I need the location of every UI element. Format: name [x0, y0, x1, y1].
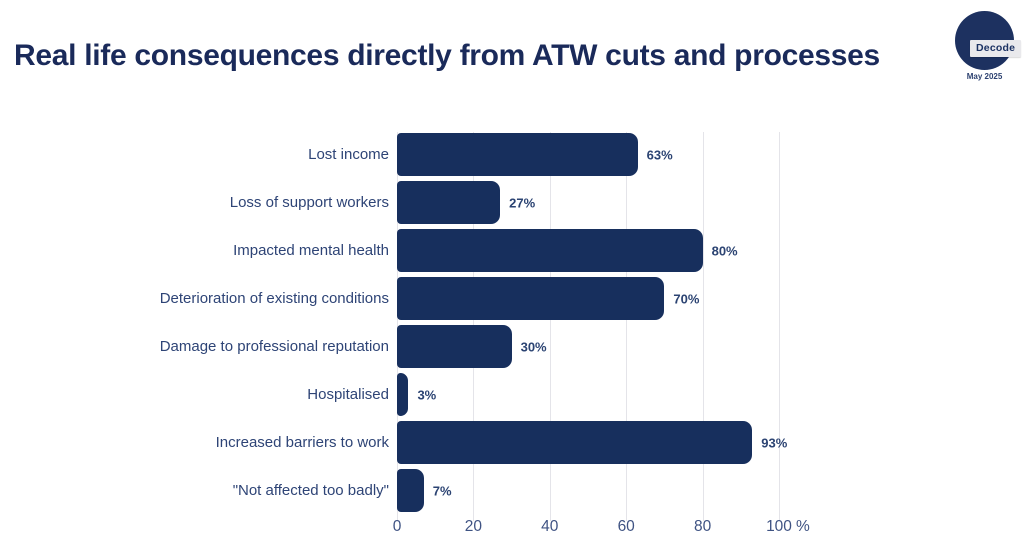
- chart-row: "Not affected too badly" 7%: [0, 469, 1024, 512]
- bar: [397, 469, 424, 512]
- x-tick-label: 0: [392, 518, 402, 535]
- chart-row: Lost income 63%: [0, 133, 1024, 176]
- value-label: 80%: [711, 243, 738, 258]
- value-label: 63%: [646, 147, 673, 162]
- bar-track: 30%: [397, 325, 1024, 368]
- bar-track: 70%: [397, 277, 1024, 320]
- x-tick-label: 80: [693, 518, 712, 535]
- page-title: Real life consequences directly from ATW…: [14, 39, 880, 72]
- gridline: [549, 132, 551, 521]
- bar: [397, 133, 638, 176]
- bar: [397, 229, 703, 272]
- gridline: [779, 132, 780, 521]
- x-tick-label: 20: [464, 518, 483, 535]
- bar-track: 3%: [397, 373, 1024, 416]
- chart-row: Loss of support workers 27%: [0, 181, 1024, 224]
- category-label: Lost income: [308, 146, 389, 163]
- x-axis: 0 20 40 60 80 100%: [0, 518, 1024, 538]
- decode-logo: Decode May 2025: [955, 11, 1022, 83]
- category-label: Hospitalised: [307, 386, 389, 403]
- bar-track: 80%: [397, 229, 1024, 272]
- logo-date: May 2025: [966, 72, 1003, 81]
- x-tick-label: 40: [541, 518, 559, 535]
- category-label: Deterioration of existing conditions: [159, 290, 389, 307]
- gridline: [702, 132, 704, 521]
- bar-rows: Lost income 63% Loss of support workers 27%…: [0, 133, 1024, 517]
- chart-row: Deterioration of existing conditions 70%: [0, 277, 1024, 320]
- x-tick-label: 100: [766, 518, 792, 535]
- bar-track: 27%: [397, 181, 1024, 224]
- x-tick-label: 60: [617, 518, 635, 535]
- value-label: 3%: [417, 387, 437, 402]
- bar: [397, 277, 665, 320]
- logo-wordmark: Decode: [970, 40, 1022, 57]
- bar: [397, 181, 501, 224]
- category-label: Loss of support workers: [229, 194, 389, 211]
- bar-track: 93%: [397, 421, 1024, 464]
- category-label: Increased barriers to work: [215, 434, 389, 451]
- chart-row: Damage to professional reputation 30%: [0, 325, 1024, 368]
- category-label: Impacted mental health: [233, 242, 389, 259]
- chart-row: Increased barriers to work 93%: [0, 421, 1024, 464]
- value-label: 70%: [673, 291, 700, 306]
- chart-row: Impacted mental health 80%: [0, 229, 1024, 272]
- bar: [397, 373, 409, 416]
- bar: [397, 421, 753, 464]
- value-label: 7%: [432, 483, 452, 498]
- chart-row: Hospitalised 3%: [0, 373, 1024, 416]
- value-label: 27%: [509, 195, 536, 210]
- value-label: 93%: [761, 435, 788, 450]
- category-label: "Not affected too badly": [232, 482, 389, 499]
- bar: [397, 325, 512, 368]
- value-label: 30%: [520, 339, 547, 354]
- category-label: Damage to professional reputation: [159, 338, 389, 355]
- gridline: [626, 132, 628, 521]
- bar-track: 63%: [397, 133, 1024, 176]
- x-axis-unit: %: [796, 518, 810, 535]
- bar-track: 7%: [397, 469, 1024, 512]
